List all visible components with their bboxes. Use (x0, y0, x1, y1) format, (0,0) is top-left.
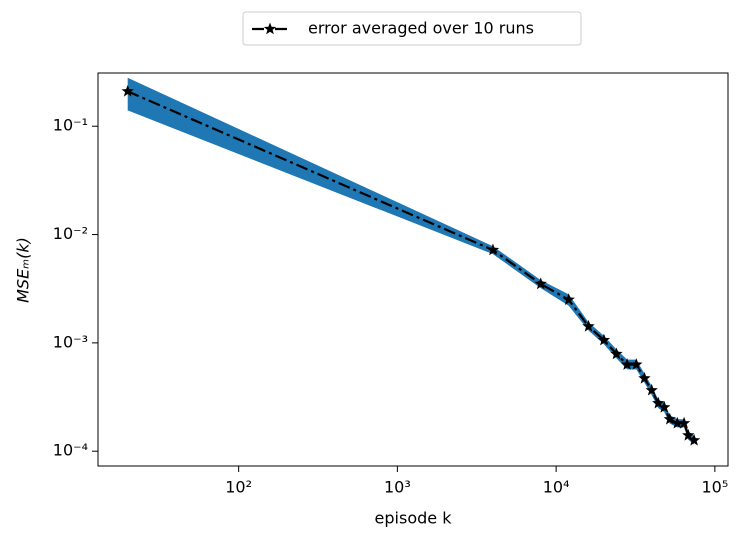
y-tick-label: 10⁻² (53, 224, 88, 243)
star-marker (562, 293, 575, 306)
error-band (127, 77, 695, 445)
y-axis-label: MSEₘ(k) (14, 237, 33, 303)
legend-label: error averaged over 10 runs (308, 19, 534, 38)
x-tick-label: 10³ (384, 478, 411, 497)
star-marker (121, 84, 134, 97)
y-tick-label: 10⁻⁴ (53, 441, 88, 460)
star-marker (610, 347, 623, 360)
legend-box (242, 11, 582, 46)
x-tick-label: 10⁵ (701, 478, 728, 497)
x-tick-label: 10² (225, 478, 252, 497)
star-marker (582, 319, 595, 332)
x-axis-label: episode k (375, 509, 453, 528)
star-marker (638, 371, 651, 384)
plot-frame (97, 72, 729, 467)
star-marker (645, 383, 658, 396)
star-marker (652, 396, 665, 409)
y-tick-label: 10⁻¹ (53, 116, 88, 135)
star-marker (597, 333, 611, 346)
star-marker (671, 416, 684, 429)
star-marker (687, 433, 701, 446)
x-tick-label: 10⁴ (543, 478, 570, 497)
star-marker (682, 428, 695, 441)
star-marker (663, 412, 676, 425)
legend-marker (263, 22, 277, 35)
star-marker (630, 358, 643, 370)
star-marker (534, 277, 547, 290)
star-marker (486, 243, 500, 256)
star-marker (658, 400, 671, 413)
y-tick-label: 10⁻³ (53, 332, 88, 351)
star-marker (677, 416, 691, 429)
star-marker (620, 358, 634, 370)
